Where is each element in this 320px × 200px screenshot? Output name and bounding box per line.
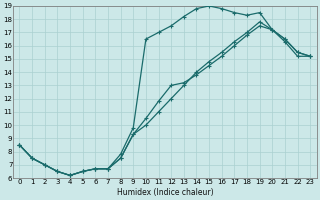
X-axis label: Humidex (Indice chaleur): Humidex (Indice chaleur) [116,188,213,197]
